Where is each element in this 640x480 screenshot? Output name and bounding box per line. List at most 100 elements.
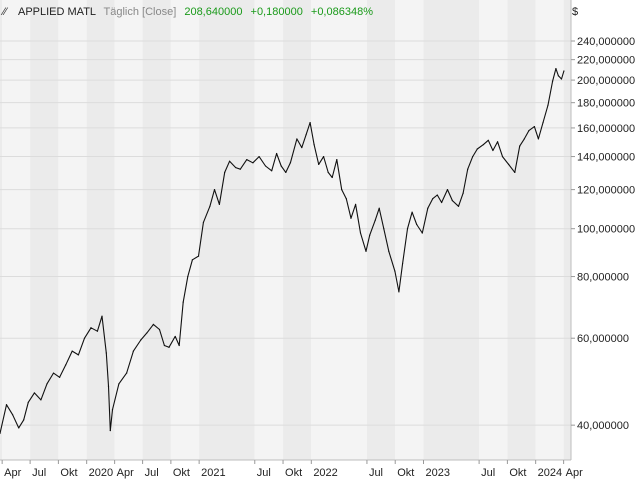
period-band: [86, 0, 115, 460]
data-point: [476, 148, 478, 150]
data-point: [492, 149, 494, 152]
data-point: [77, 354, 79, 356]
data-point: [178, 344, 180, 347]
data-point: [296, 138, 298, 140]
data-point: [158, 328, 161, 331]
data-point: [168, 346, 170, 348]
change-pct: +0,086348%: [311, 6, 373, 18]
y-axis: 40,000000 60,000000 80,000000 100,000000 120…: [571, 36, 635, 432]
data-point: [394, 270, 396, 272]
data-point: [90, 327, 92, 329]
period-band: [507, 0, 536, 460]
data-point: [101, 315, 103, 317]
period-bands: [0, 0, 571, 460]
data-point: [213, 189, 216, 191]
instrument-name: APPLIED MATL: [18, 6, 96, 18]
data-point: [411, 211, 413, 213]
data-point: [65, 364, 67, 366]
data-point: [152, 323, 154, 325]
data-point: [462, 192, 464, 194]
line-chart-icon: ⁄⁄: [0, 6, 9, 18]
x-tick-label: Apr: [4, 467, 21, 479]
data-point: [398, 291, 400, 293]
data-point: [52, 372, 55, 374]
y-tick-label: 60,000000: [577, 333, 629, 345]
data-point: [537, 138, 540, 140]
data-point: [350, 217, 352, 219]
y-tick-label: 220,000000: [577, 55, 635, 67]
data-point: [109, 429, 111, 432]
data-point: [228, 160, 231, 162]
data-point: [132, 350, 134, 352]
period-band: [479, 0, 508, 460]
data-point: [12, 414, 14, 416]
data-point: [563, 70, 565, 72]
data-point: [33, 392, 36, 394]
x-tick-label: 2022: [313, 467, 337, 479]
data-point: [202, 221, 205, 223]
x-tick-label: Okt: [285, 467, 302, 479]
data-point: [406, 228, 409, 230]
data-point: [18, 427, 20, 429]
data-point: [354, 203, 357, 206]
x-tick-label: Apr: [117, 467, 134, 479]
data-point: [289, 162, 292, 164]
data-point: [71, 350, 73, 352]
data-point: [374, 219, 376, 221]
series-layer: [0, 68, 565, 434]
data-point: [508, 163, 510, 165]
data-point: [323, 155, 325, 158]
data-point: [252, 162, 254, 164]
y-tick-label: 40,000000: [577, 420, 629, 432]
data-point: [336, 159, 338, 161]
chart-header: ⁄⁄ APPLIED MATL Täglich [Close] 208,6400…: [0, 6, 578, 18]
period-band: [114, 0, 143, 460]
data-point: [446, 189, 449, 191]
data-point: [305, 134, 307, 136]
period-band: [199, 0, 255, 460]
data-point: [416, 223, 418, 226]
data-point: [118, 383, 120, 385]
data-point: [96, 330, 99, 332]
data-point: [359, 232, 362, 234]
data-point: [271, 170, 273, 172]
data-point: [378, 207, 380, 209]
data-point: [83, 337, 86, 339]
data-point: [401, 262, 404, 265]
x-tick-label: 2020: [89, 467, 113, 479]
period-band: [395, 0, 424, 460]
data-point: [46, 383, 48, 385]
data-point: [551, 80, 554, 82]
data-point: [487, 139, 489, 141]
data-point: [547, 104, 549, 106]
y-tick-label: 80,000000: [577, 272, 629, 284]
data-point: [533, 125, 536, 128]
x-tick-label: Okt: [173, 467, 190, 479]
data-point: [5, 404, 8, 406]
data-point: [331, 176, 333, 179]
data-point: [301, 146, 303, 149]
period-band: [58, 0, 87, 460]
data-point: [388, 250, 390, 252]
data-point: [467, 168, 469, 170]
data-point: [111, 409, 114, 411]
data-point: [519, 145, 521, 147]
x-tick-label: Apr: [566, 467, 583, 479]
data-point: [441, 201, 443, 204]
x-tick-label: 2021: [201, 467, 225, 479]
x-tick-label: 2024: [538, 467, 562, 479]
change-abs: +0,180000: [251, 6, 303, 18]
data-point: [209, 205, 211, 207]
data-point: [501, 155, 504, 158]
x-tick-label: Okt: [397, 467, 414, 479]
period-band: [2, 0, 31, 460]
data-point: [174, 335, 176, 338]
period-band: [563, 0, 571, 460]
period-band: [0, 0, 3, 460]
data-point: [472, 155, 474, 158]
data-point: [182, 301, 184, 303]
data-point: [107, 385, 110, 387]
x-tick-label: Jul: [481, 467, 495, 479]
data-point: [197, 255, 200, 257]
data-point: [246, 159, 248, 161]
